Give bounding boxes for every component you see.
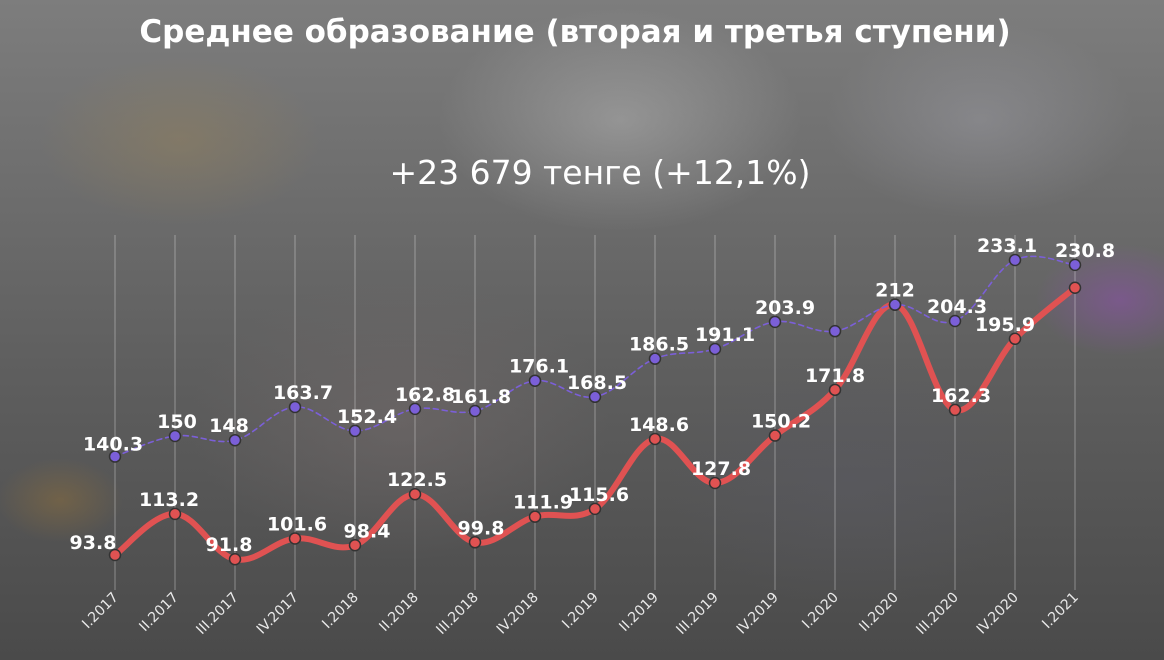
data-label: 91.8 <box>206 534 253 556</box>
data-label: 115.6 <box>569 484 629 506</box>
data-point <box>708 342 722 356</box>
x-tick-label: II.2019 <box>616 590 661 635</box>
data-point <box>468 536 482 549</box>
x-tick-label: III.2019 <box>673 590 721 638</box>
grid-lines <box>114 235 1076 590</box>
x-tick-label: I.2018 <box>319 590 362 633</box>
x-tick-label: IV.2017 <box>254 590 302 638</box>
data-point <box>408 402 422 416</box>
data-point <box>348 539 362 552</box>
data-label: 150.2 <box>751 411 811 433</box>
x-tick-label: II.2017 <box>136 590 181 635</box>
data-point <box>468 404 482 418</box>
data-label: 186.5 <box>629 334 689 356</box>
data-label: 212 <box>875 280 915 302</box>
data-point <box>288 400 302 414</box>
data-point <box>588 502 602 516</box>
x-tick-label: III.2018 <box>433 590 481 638</box>
data-point <box>1068 281 1082 294</box>
data-label: 163.7 <box>273 382 333 404</box>
data-point <box>888 298 902 311</box>
data-point <box>348 424 362 438</box>
data-label: 113.2 <box>139 489 199 511</box>
data-label: 176.1 <box>509 356 569 378</box>
data-label: 152.4 <box>337 406 397 428</box>
x-tick-label: III.2017 <box>193 590 241 638</box>
x-tick-label: IV.2020 <box>974 590 1022 638</box>
data-label: 162.8 <box>395 384 455 406</box>
chart-subtitle: +23 679 тенге (+12,1%) <box>389 153 811 192</box>
data-label: 233.1 <box>977 235 1037 257</box>
data-point <box>768 315 782 329</box>
x-tick-label: I.2021 <box>1039 590 1082 633</box>
data-label: 230.8 <box>1055 240 1115 262</box>
data-label: 168.5 <box>567 372 627 394</box>
data-point <box>828 383 842 397</box>
data-points <box>108 253 1082 566</box>
series-line-1 <box>112 284 1078 563</box>
data-point <box>168 429 182 443</box>
data-point <box>528 510 542 523</box>
data-point <box>708 476 722 490</box>
data-label: 203.9 <box>755 297 815 319</box>
x-tick-label: I.2019 <box>559 590 602 633</box>
data-point <box>288 532 302 545</box>
data-point <box>948 403 962 417</box>
data-label: 111.9 <box>513 492 573 514</box>
data-point <box>768 429 782 442</box>
data-label: 93.8 <box>70 532 117 554</box>
data-point <box>648 432 662 446</box>
data-label: 122.5 <box>387 469 447 491</box>
data-point <box>1068 258 1082 272</box>
x-tick-label: III.2020 <box>913 590 961 638</box>
data-point <box>528 374 542 387</box>
data-labels: 93.8 113.2 91.8 101.6 98.4 122.5 99.8 111.9115.… <box>70 235 1116 556</box>
data-label: 162.3 <box>931 385 991 407</box>
chart-title: Среднее образование (вторая и третья сту… <box>139 14 1011 50</box>
data-point <box>828 324 842 338</box>
data-label: 148 <box>209 415 249 437</box>
x-tick-label: II.2018 <box>376 590 421 635</box>
data-label: 140.3 <box>83 434 143 456</box>
x-tick-label: IV.2019 <box>734 590 782 638</box>
x-tick-label: I.2020 <box>799 590 842 633</box>
data-point <box>228 552 242 566</box>
data-label: 98.4 <box>344 520 391 542</box>
data-point <box>228 433 242 447</box>
data-point <box>1008 332 1022 346</box>
data-label: 195.9 <box>975 314 1035 336</box>
x-tick-label: I.2017 <box>79 590 122 633</box>
data-point <box>108 548 122 562</box>
data-point <box>408 487 422 501</box>
x-axis-ticks: I.2017 II.2017 III.2017 IV.2017 I.2018 II.201… <box>79 590 1082 638</box>
data-point <box>108 450 122 463</box>
data-label: 101.6 <box>267 513 327 535</box>
data-label: 161.8 <box>451 386 511 408</box>
data-point <box>1008 253 1022 267</box>
data-point <box>648 352 662 365</box>
data-label: 99.8 <box>458 517 505 539</box>
data-label: 204.3 <box>927 296 987 318</box>
x-tick-label: IV.2018 <box>494 590 542 638</box>
x-tick-label: II.2020 <box>856 590 901 635</box>
data-label: 191.1 <box>695 324 755 346</box>
data-label: 150 <box>157 411 197 433</box>
data-point <box>588 390 602 404</box>
data-label: 148.6 <box>629 414 689 436</box>
data-point <box>948 314 962 328</box>
data-label: 127.8 <box>691 458 751 480</box>
data-point <box>168 507 182 521</box>
data-label: 171.8 <box>805 365 865 387</box>
